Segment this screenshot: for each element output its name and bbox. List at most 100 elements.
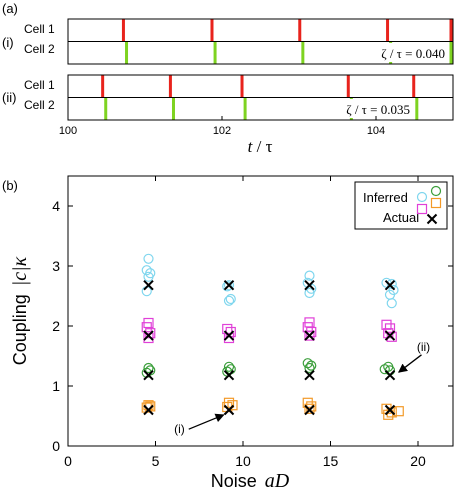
raster-row-i-annotation: ζ / τ = 0.040 xyxy=(381,46,445,61)
raster-row-ii-cell1-label: Cell 1 xyxy=(24,78,55,92)
legend-swatches xyxy=(416,185,442,225)
inferred-magenta-square-point-4 xyxy=(143,332,154,344)
inferred-magenta-square-point-11 xyxy=(304,330,315,341)
inferred-green-circle-point-1 xyxy=(143,362,154,374)
actual-point-10 xyxy=(223,369,235,381)
raster-row-i-label: (i) xyxy=(2,35,14,50)
inferred-cyan-circle-point-6 xyxy=(223,280,235,291)
inferred-orange-square-point-13 xyxy=(393,406,404,417)
actual-point-2 xyxy=(223,279,235,291)
actual-point-16 xyxy=(384,404,396,416)
raster-row-1-cell1-spike-2 xyxy=(210,19,214,42)
scatter-y-tick-label-3: 2 xyxy=(52,318,60,334)
raster-x-label-var: t xyxy=(248,137,254,156)
scatter-y-label: Coupling |c|κ xyxy=(9,256,31,365)
raster-row-1-cell2-spike-2 xyxy=(213,41,217,64)
raster-row-2-cell1-spike-4 xyxy=(346,75,350,98)
panel-label-a: (a) xyxy=(2,1,18,16)
inferred-orange-square-point-12 xyxy=(383,409,394,420)
legend-inferred-magenta-square xyxy=(416,203,428,215)
raster-row-1-cell2-spike-1 xyxy=(125,41,129,64)
scatter-x-label-var: aD xyxy=(265,470,290,492)
raster-row-2-cell1-spike-2 xyxy=(168,75,172,98)
raster-row-i-cell1-label: Cell 1 xyxy=(24,22,55,36)
raster-row-1-cell2-spike-5 xyxy=(449,41,453,64)
raster-x-tick-label-1: 100 xyxy=(59,125,77,137)
raster-row-1-cell1-spike-5 xyxy=(449,19,453,42)
annotation-arrow-2 xyxy=(398,354,422,373)
legend-inferred-orange-square xyxy=(430,197,442,209)
actual-point-6 xyxy=(223,330,235,341)
actual-point-7 xyxy=(304,330,315,341)
annotation-arrow-1 xyxy=(188,413,225,430)
inferred-cyan-circle-point-7 xyxy=(222,281,233,292)
scatter-marks xyxy=(141,253,404,420)
raster-row-2-cell2-spike-5 xyxy=(415,97,419,120)
raster-row-ii-cell2-label: Cell 2 xyxy=(24,98,55,112)
scatter-y-label-var: |c|κ xyxy=(9,256,31,286)
scatter-y-label-word: Coupling xyxy=(10,294,30,365)
actual-point-5 xyxy=(143,330,154,341)
scatter-plot: 0 5 10 15 20 0 1 2 3 4 (i) (ii) Inferred Actual No… xyxy=(9,175,454,492)
scatter-x-tick-label-3: 10 xyxy=(235,453,251,469)
inferred-orange-square-point-9 xyxy=(304,403,315,414)
scatter-frame xyxy=(67,175,454,447)
inferred-cyan-circle-point-2 xyxy=(141,265,152,276)
raster-row-2-cell1-spike-5 xyxy=(412,75,416,98)
raster-row-ii-label: (ii) xyxy=(2,90,16,105)
raster-row-1-cell1-spike-1 xyxy=(121,19,125,42)
actual-point-12 xyxy=(384,369,396,381)
inferred-cyan-circle-point-1 xyxy=(143,253,154,264)
inferred-orange-square-point-5 xyxy=(227,400,238,411)
raster-row-2-cell1-spike-3 xyxy=(240,75,244,98)
inferred-green-circle-point-9 xyxy=(304,362,315,374)
actual-point-8 xyxy=(384,330,396,341)
scatter-y-tick-label-5: 4 xyxy=(52,198,60,214)
legend-inferred-green-circle xyxy=(430,185,442,197)
inferred-green-circle-point-4 xyxy=(223,361,235,372)
raster-row-1-cell1-spike-4 xyxy=(386,19,390,42)
actual-point-14 xyxy=(223,404,235,416)
raster-x-label-unit: τ xyxy=(266,137,273,156)
scatter-y-tick-label-2: 1 xyxy=(52,378,60,394)
actual-point-3 xyxy=(304,279,315,291)
raster-x-label: t / τ xyxy=(248,137,273,156)
legend-actual-label: Actual xyxy=(383,210,419,225)
inferred-cyan-circle-point-15 xyxy=(386,278,397,290)
legend-inferred-label: Inferred xyxy=(363,190,408,205)
legend: Inferred Actual xyxy=(354,181,448,230)
scatter-x-label: Noise aD xyxy=(211,470,290,492)
raster-x-label-sep: / xyxy=(252,137,265,156)
inferred-cyan-circle-point-10 xyxy=(304,270,315,281)
raster-row-ii-annotation: ζ / τ = 0.035 xyxy=(346,102,410,117)
inferred-cyan-circle-point-8 xyxy=(225,293,236,305)
legend-inferred-cyan-circle xyxy=(416,191,428,203)
raster-row-2-cell2-spike-3 xyxy=(243,97,247,120)
scatter-x-tick-label-4: 15 xyxy=(323,453,339,469)
raster-x-tick-label-3: 104 xyxy=(367,125,385,137)
raster-row-2-cell2-spike-2 xyxy=(171,97,175,120)
inferred-green-circle-point-11 xyxy=(379,364,390,375)
raster-row-2-cell2-spike-1 xyxy=(104,97,108,120)
raster-x-ticks: 100 102 104 xyxy=(59,116,385,137)
scatter-x-tick-label-1: 0 xyxy=(64,453,72,469)
inferred-magenta-square-point-12 xyxy=(381,319,392,330)
raster-row-1-cell2-spike-3 xyxy=(301,41,305,64)
scatter-x-tick-label-5: 20 xyxy=(410,453,426,469)
inferred-green-circle-point-8 xyxy=(306,360,317,371)
scatter-axis-ticks: 0 5 10 15 20 0 1 2 3 4 xyxy=(52,176,453,469)
raster-row-i-cell2-label: Cell 2 xyxy=(24,42,55,56)
inferred-magenta-square-point-7 xyxy=(223,332,235,344)
scatter-x-tick-label-2: 5 xyxy=(152,453,160,469)
raster-row-2-cell1-spike-1 xyxy=(101,75,105,98)
inferred-cyan-circle-point-9 xyxy=(223,295,235,306)
scatter-x-label-word: Noise xyxy=(211,471,257,491)
raster-row-1-cell1-spike-3 xyxy=(298,19,302,42)
actual-point-9 xyxy=(143,369,154,381)
scatter-y-tick-label-4: 3 xyxy=(52,258,60,274)
actual-point-4 xyxy=(384,279,396,291)
actual-point-15 xyxy=(304,404,315,416)
scatter-y-tick-label-1: 0 xyxy=(52,438,60,454)
panel-label-b: (b) xyxy=(2,178,18,193)
